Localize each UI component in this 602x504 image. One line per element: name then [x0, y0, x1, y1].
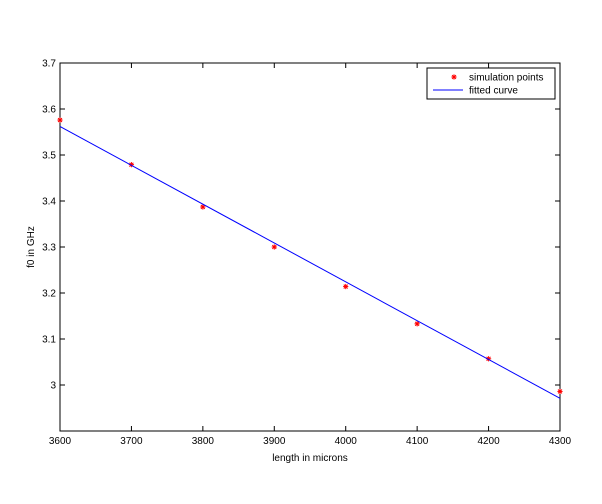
x-tick-label: 4100: [406, 436, 429, 447]
y-tick-label: 3.3: [42, 243, 56, 254]
legend-box: [426, 67, 556, 100]
legend: simulation points fitted curve: [426, 67, 556, 100]
y-tick-label: 3: [50, 381, 56, 392]
x-tick-label: 4000: [335, 436, 358, 447]
legend-star-swatch: [451, 74, 457, 80]
y-tick-label: 3.4: [42, 197, 56, 208]
plot-area: [59, 62, 561, 432]
simulation-point: [414, 321, 420, 327]
simulation-point: [343, 283, 349, 290]
x-tick-label: 3700: [120, 436, 143, 447]
fitted-curve-line: [59, 126, 561, 399]
legend-entry: fitted curve: [469, 86, 518, 97]
x-tick-label: 4200: [477, 436, 500, 447]
y-tick-label: 3.7: [42, 59, 56, 70]
simulation-point: [128, 162, 135, 168]
y-tick-label: 3.6: [42, 105, 56, 116]
axis-ticks: 3600 3700 3800 3900 4000 4100 4200 4300 3 3.1 3.2 3…: [42, 59, 571, 448]
simulation-point: [557, 388, 563, 395]
y-tick-label: 3.1: [42, 335, 56, 346]
x-tick-label: 4300: [549, 436, 572, 447]
y-tick-label: 3.5: [42, 151, 56, 162]
x-axis-label: length in microns: [272, 453, 348, 464]
series-layer: [57, 117, 563, 399]
x-tick-label: 3800: [192, 436, 215, 447]
y-axis-label: f0 in GHz: [26, 226, 37, 268]
plot-frame: [59, 62, 561, 432]
x-tick-label: 3600: [49, 436, 72, 447]
y-tick-label: 3.2: [42, 289, 56, 300]
simulation-point: [200, 204, 206, 210]
x-tick-label: 3900: [263, 436, 286, 447]
simulation-point: [271, 244, 277, 250]
simulation-point: [57, 117, 63, 123]
legend-entry: simulation points: [469, 73, 543, 84]
